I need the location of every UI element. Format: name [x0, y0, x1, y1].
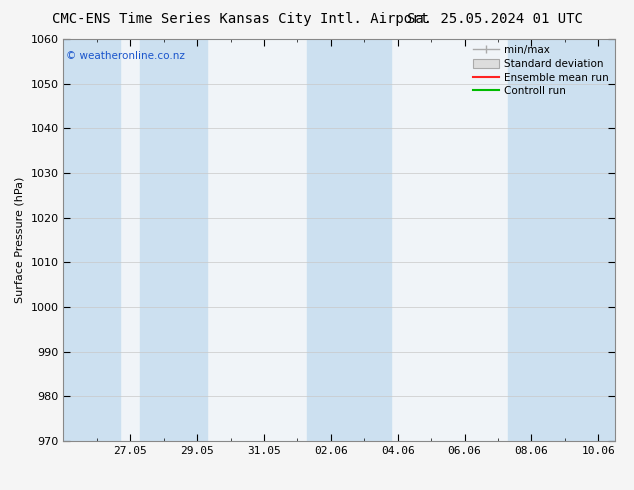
- Bar: [140, 39, 207, 441]
- Text: CMC-ENS Time Series Kansas City Intl. Airport: CMC-ENS Time Series Kansas City Intl. Ai…: [53, 12, 429, 26]
- Text: Sa. 25.05.2024 01 UTC: Sa. 25.05.2024 01 UTC: [406, 12, 583, 26]
- Bar: [508, 39, 615, 441]
- Y-axis label: Surface Pressure (hPa): Surface Pressure (hPa): [15, 177, 25, 303]
- Bar: [63, 39, 120, 441]
- Bar: [307, 39, 391, 441]
- Legend: min/max, Standard deviation, Ensemble mean run, Controll run: min/max, Standard deviation, Ensemble me…: [470, 42, 612, 99]
- Text: © weatheronline.co.nz: © weatheronline.co.nz: [66, 51, 185, 61]
